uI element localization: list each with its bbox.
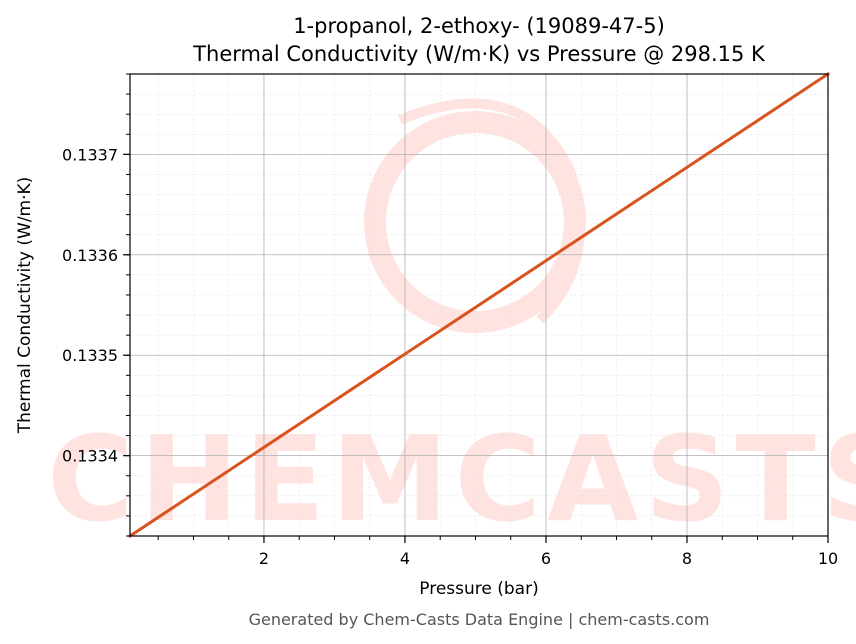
x-tick-label: 8: [682, 549, 692, 568]
y-axis-label: Thermal Conductivity (W/m·K): [15, 177, 35, 435]
series-layer: [127, 71, 831, 539]
major-grid: [130, 74, 829, 536]
chart-title-line2: Thermal Conductivity (W/m·K) vs Pressure…: [192, 42, 766, 66]
ticks: [123, 73, 829, 543]
x-tick-label: 6: [541, 549, 551, 568]
x-tick-label: 2: [259, 549, 269, 568]
footer-credit: Generated by Chem-Casts Data Engine | ch…: [249, 610, 710, 629]
y-tick-label: 0.1335: [62, 346, 118, 365]
y-tick-label: 0.1336: [62, 246, 118, 265]
y-tick-labels: 0.1334 0.1335 0.1336 0.1337: [62, 145, 118, 465]
series-line: [127, 71, 831, 539]
watermark: CHEMCASTS: [47, 98, 856, 548]
x-axis-label: Pressure (bar): [419, 579, 538, 599]
x-tick-label: 10: [818, 549, 838, 568]
y-tick-label: 0.1337: [62, 145, 118, 164]
plot-frame: [129, 73, 829, 537]
watermark-text: CHEMCASTS: [47, 410, 856, 548]
watermark-logo-swoosh: [398, 98, 585, 324]
chart-title-line1: 1-propanol, 2-ethoxy- (19089-47-5): [293, 14, 665, 38]
x-tick-labels: 2 4 6 8 10: [259, 549, 838, 568]
x-tick-label: 4: [400, 549, 410, 568]
y-tick-label: 0.1334: [62, 447, 118, 466]
